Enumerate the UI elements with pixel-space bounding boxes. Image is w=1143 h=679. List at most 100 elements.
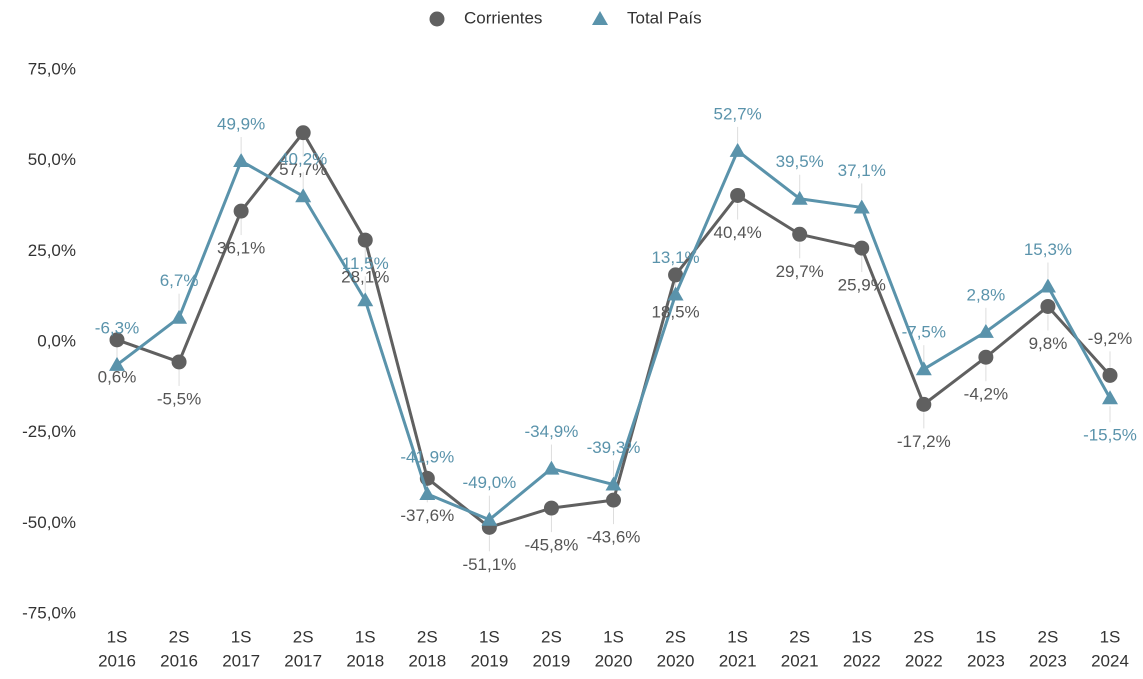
data-label: 25,9% [838, 276, 886, 295]
data-label: -7,5% [902, 323, 946, 342]
point [592, 11, 608, 25]
data-label: -9,2% [1088, 329, 1132, 348]
x-tick-label: 2022 [905, 651, 943, 670]
x-tick-label: 2016 [98, 651, 136, 670]
x-tick-label: 2S [789, 627, 810, 646]
point [854, 240, 870, 256]
y-tick-label: 0,0% [37, 331, 76, 350]
data-label: 0,6% [98, 367, 137, 386]
x-tick-label: 2S [417, 627, 438, 646]
point [295, 188, 312, 203]
data-label: 40,4% [714, 223, 762, 242]
data-label: 49,9% [217, 115, 265, 134]
x-tick-label: 2S [1038, 627, 1059, 646]
x-tick-label: 2019 [470, 651, 508, 670]
point [1039, 278, 1056, 293]
data-label: 29,7% [776, 262, 824, 281]
x-tick-label: 2S [541, 627, 562, 646]
x-tick-label: 2023 [1029, 651, 1067, 670]
y-tick-label: 50,0% [28, 150, 76, 169]
point [606, 492, 621, 508]
data-label: 36,1% [217, 239, 265, 258]
x-tick-label: 2018 [346, 651, 384, 670]
x-tick-label: 2021 [719, 651, 757, 670]
data-label: -45,8% [525, 536, 579, 555]
data-label: -34,9% [525, 422, 579, 441]
point [978, 349, 994, 365]
point [357, 292, 374, 307]
point [171, 309, 188, 324]
data-label: 28,1% [341, 268, 389, 287]
x-tick-label: 2024 [1091, 651, 1129, 670]
data-label: -4,2% [964, 385, 1008, 404]
data-label: 52,7% [714, 104, 762, 123]
point [1102, 367, 1118, 383]
y-tick-label: -50,0% [22, 513, 76, 532]
x-tick-label: 2020 [595, 651, 633, 670]
data-label: 11,5% [342, 254, 389, 273]
point [357, 232, 373, 248]
data-label: 6,7% [160, 271, 199, 290]
x-tick-label: 2S [169, 627, 190, 646]
data-label: -41,9% [400, 447, 454, 466]
point [1102, 390, 1118, 405]
data-label: -17,2% [897, 432, 951, 451]
point [916, 396, 932, 412]
series [109, 125, 1118, 535]
point [729, 142, 746, 157]
y-tick-label: -75,0% [22, 603, 76, 622]
point [109, 356, 125, 371]
data-label: 15,3% [1024, 240, 1072, 259]
point [171, 354, 187, 370]
point [915, 361, 932, 376]
x-tick-label: 1S [1100, 627, 1121, 646]
y-tick-label: -25,0% [22, 422, 76, 441]
x-tick-label: 2022 [843, 651, 881, 670]
y-tick-label: 25,0% [28, 241, 76, 260]
point [791, 190, 808, 205]
point [792, 226, 808, 242]
point [481, 511, 498, 526]
x-tick-label: 1S [851, 627, 872, 646]
data-label: -6,3% [95, 318, 139, 337]
point [233, 203, 249, 219]
legend-label: Total País [627, 8, 702, 27]
x-tick-label: 1S [231, 627, 252, 646]
data-label: -37,6% [400, 506, 454, 525]
x-tick-label: 2018 [408, 651, 446, 670]
point [977, 323, 994, 338]
point [1040, 298, 1056, 314]
data-label: -39,3% [587, 438, 641, 457]
point [295, 125, 311, 141]
x-tick-label: 2017 [284, 651, 322, 670]
legend-label: Corrientes [464, 8, 542, 27]
x-tick-label: 2021 [781, 651, 819, 670]
point [668, 267, 684, 283]
x-tick-label: 2017 [222, 651, 260, 670]
x-tick-label: 2019 [533, 651, 571, 670]
point [429, 11, 445, 27]
point [605, 476, 622, 491]
data-label: 18,5% [651, 302, 699, 321]
x-tick-label: 2023 [967, 651, 1005, 670]
data-label: -49,0% [462, 473, 516, 492]
x-tick-label: 1S [727, 627, 748, 646]
data-label: -51,1% [462, 555, 516, 574]
point [233, 153, 250, 168]
point [730, 187, 746, 203]
data-label: 39,5% [776, 152, 824, 171]
data-label: -15,5% [1083, 426, 1137, 445]
x-tick-label: 2016 [160, 651, 198, 670]
x-tick-label: 1S [479, 627, 500, 646]
data-label: -5,5% [157, 389, 201, 408]
data-label: 13,1% [651, 248, 699, 267]
data-label: 2,8% [967, 285, 1006, 304]
x-tick-label: 1S [355, 627, 376, 646]
x-tick-label: 2S [665, 627, 686, 646]
x-tick-label: 2S [913, 627, 934, 646]
y-tick-label: 75,0% [28, 59, 76, 78]
x-tick-label: 2S [293, 627, 314, 646]
x-tick-label: 2020 [657, 651, 695, 670]
point [109, 332, 125, 348]
